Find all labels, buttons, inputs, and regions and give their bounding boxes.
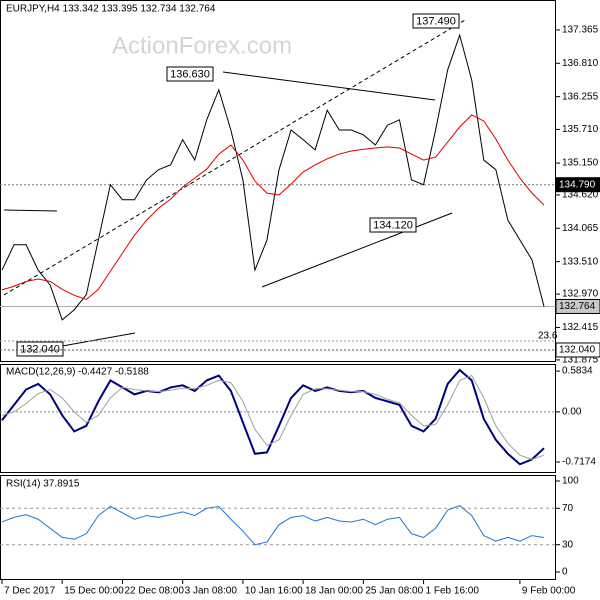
y-tick-label: 70 <box>562 503 574 514</box>
level-box <box>555 342 600 358</box>
y-tick-label: 135.150 <box>562 158 599 169</box>
y-tick-label: 137.365 <box>562 25 599 36</box>
x-tick-label: 1 Feb 16:00 <box>426 586 480 597</box>
y-tick-label: 135.710 <box>562 124 599 135</box>
trend-line <box>222 71 436 101</box>
y-tick-label: 30 <box>562 539 574 550</box>
y-tick-label: 131.875 <box>562 355 599 366</box>
y-tick-label: 0 <box>562 567 568 578</box>
trend-line <box>3 209 58 212</box>
level-box <box>555 298 600 314</box>
annotation-boxes: 137.490 136.630 134.120 132.040 23.6 <box>16 13 558 357</box>
y-tick-label: 0.00 <box>562 407 582 418</box>
annotation-box <box>16 341 64 357</box>
x-tick-label: 9 Feb 00:00 <box>522 586 576 597</box>
watermark: ActionForex.com <box>112 32 292 59</box>
y-tick-label: 136.255 <box>562 91 599 102</box>
annotation: 136.630 <box>170 68 210 80</box>
chart-title: EURJPY,H4 133.342 133.395 132.734 132.76… <box>6 4 216 15</box>
level-label: 134.790 <box>559 179 596 190</box>
y-tick-label: 132.415 <box>562 322 599 333</box>
annotation-box <box>412 13 460 29</box>
series-line <box>1 114 545 301</box>
x-tick-label: 3 Jan 08:00 <box>185 586 238 597</box>
macd-title: MACD(12,26,9) -0.4427 -0.5188 <box>6 367 149 378</box>
rsi-panel <box>0 475 556 580</box>
level-label: 132.764 <box>559 301 596 312</box>
x-tick-label: 18 Jan 00:00 <box>305 586 363 597</box>
annotation-box <box>369 217 417 233</box>
trend-channel <box>3 19 466 296</box>
series-line <box>1 368 545 466</box>
annotation-box <box>166 66 214 82</box>
y-tick-label: -0.7174 <box>562 457 596 468</box>
fib-label: 23.6 <box>538 331 558 342</box>
x-tick-label: 25 Jan 08:00 <box>365 586 423 597</box>
level-box <box>555 177 600 193</box>
x-tick-label: 22 Dec 08:00 <box>124 586 184 597</box>
macd-panel <box>0 364 556 473</box>
rsi-title: RSI(14) 37.8915 <box>6 479 80 490</box>
x-tick-label: 15 Dec 00:00 <box>64 586 124 597</box>
series-line <box>1 33 545 321</box>
y-tick-label: 134.620 <box>562 190 599 201</box>
series-line <box>1 374 545 460</box>
y-tick-label: 100 <box>562 476 579 487</box>
y-tick-label: 0.5834 <box>562 366 593 377</box>
level-label: 132.040 <box>559 345 596 356</box>
annotation: 132.040 <box>20 343 60 355</box>
y-tick-label: 136.810 <box>562 58 599 69</box>
x-tick-label: 7 Dec 2017 <box>4 586 56 597</box>
series-line <box>1 505 545 546</box>
y-tick-label: 133.510 <box>562 256 599 267</box>
y-tick-label: 132.970 <box>562 289 599 300</box>
trend-line <box>261 212 453 288</box>
x-tick-label: 10 Jan 16:00 <box>245 586 303 597</box>
annotation: 134.120 <box>373 219 413 231</box>
annotation: 137.490 <box>416 15 456 27</box>
y-tick-label: 134.065 <box>562 223 599 234</box>
